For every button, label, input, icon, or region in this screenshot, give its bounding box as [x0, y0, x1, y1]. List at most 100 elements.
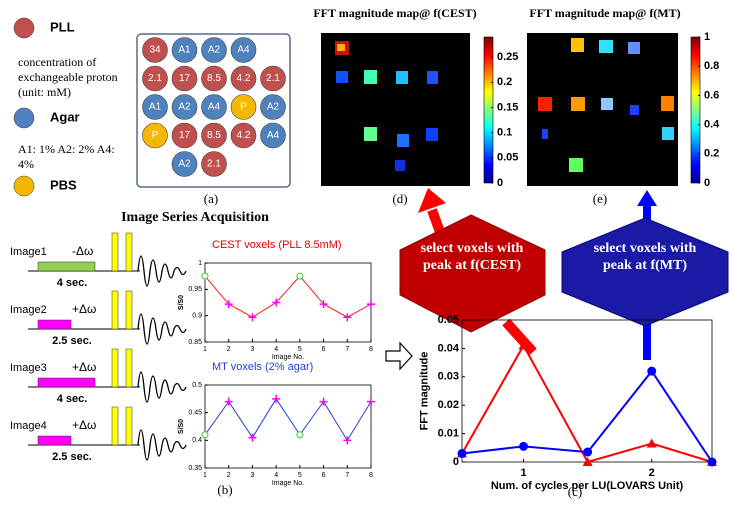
duration: 2.5 sec. — [52, 451, 92, 463]
well-label: A4 — [237, 45, 250, 56]
image-name: Image4 — [10, 420, 47, 432]
y-tick-label: 0.9 — [192, 313, 202, 320]
well-label: A2 — [178, 159, 191, 170]
plot-frame — [205, 263, 371, 342]
legend-label: Agar — [50, 109, 80, 124]
rf-pulse — [126, 407, 132, 445]
data-point — [367, 300, 375, 308]
legend-swatch — [14, 176, 34, 196]
colorbar-tick-label: 1 — [704, 31, 710, 43]
x-tick-label: 4 — [274, 346, 278, 353]
x-tick-label: 6 — [322, 472, 326, 479]
duration: 2.5 sec. — [52, 335, 92, 347]
data-point — [202, 273, 208, 279]
well-label: 2.1 — [207, 159, 221, 170]
saturation-pulse — [38, 262, 95, 271]
x-tick-label: 2 — [649, 467, 655, 479]
well-label: A2 — [208, 45, 221, 56]
x-tick-label: 3 — [250, 346, 254, 353]
x-tick-label: 7 — [345, 472, 349, 479]
legend-swatch — [14, 108, 34, 128]
data-line — [205, 399, 371, 441]
legend-swatch — [14, 18, 34, 38]
well-label: A2 — [267, 102, 280, 113]
well-label: 4.2 — [237, 130, 251, 141]
y-tick-label: 1 — [198, 260, 202, 267]
panel-label: (b) — [217, 482, 232, 497]
x-tick-label: 1 — [203, 472, 207, 479]
y-tick-label: 0.03 — [438, 371, 459, 383]
freq-offset: +Δω — [72, 360, 96, 374]
duration: 4 sec. — [57, 277, 88, 289]
colorbar-tick-label: 0.05 — [497, 152, 518, 164]
data-point — [520, 442, 528, 450]
data-point — [648, 367, 656, 375]
echo-signal — [138, 314, 186, 344]
panel-label: (a) — [204, 191, 218, 206]
colorbar-tick-label: 0.2 — [704, 148, 719, 160]
well-label: 17 — [179, 130, 191, 141]
image-name: Image2 — [10, 304, 47, 316]
section-title: Image Series Acquisition — [121, 210, 269, 225]
panel-label: (d) — [392, 191, 407, 206]
well-label: A4 — [208, 102, 221, 113]
decision-text: select voxels with peak at f(MT) — [580, 240, 710, 274]
well-label: 2.1 — [266, 73, 280, 84]
data-point — [708, 458, 716, 466]
arrow-head — [637, 190, 657, 206]
data-point — [458, 449, 466, 457]
data-point — [320, 398, 328, 406]
well-label: A1 — [149, 102, 162, 113]
well-label: 17 — [179, 73, 191, 84]
y-tick-label: 0.5 — [192, 382, 202, 389]
freq-offset: +Δω — [72, 418, 96, 432]
data-point — [202, 432, 208, 438]
colorbar-tick-label: 0 — [704, 177, 710, 189]
rf-pulse — [126, 291, 132, 329]
y-tick-label: 0.45 — [188, 410, 202, 417]
y-tick-label: 0.01 — [438, 428, 459, 440]
y-tick-label: 0.35 — [188, 465, 202, 472]
legend-label: PBS — [50, 177, 77, 192]
rf-pulse — [112, 407, 118, 445]
map-title: FFT magnitude map@ f(MT) — [529, 6, 680, 20]
duration: 4 sec. — [57, 393, 88, 405]
saturation-pulse — [38, 320, 71, 329]
rf-pulse — [112, 349, 118, 387]
y-axis-label: S/S0 — [178, 295, 185, 310]
x-tick-label: 1 — [520, 467, 526, 479]
chart-title: MT voxels (2% agar) — [212, 361, 313, 373]
well-label: 34 — [149, 45, 161, 56]
colorbar-tick-label: 0 — [497, 177, 503, 189]
panel-label: (e) — [593, 191, 607, 206]
rf-pulse — [112, 233, 118, 271]
data-line — [205, 276, 371, 317]
x-tick-label: 5 — [298, 472, 302, 479]
y-tick-label: 0 — [453, 456, 459, 468]
map-title: FFT magnitude map@ f(CEST) — [313, 6, 476, 20]
arrow-head — [418, 188, 446, 213]
data-point — [297, 432, 303, 438]
well-label: 8.5 — [207, 130, 221, 141]
echo-signal — [138, 372, 186, 402]
well-label: 2.1 — [148, 73, 162, 84]
well-label: 4.2 — [237, 73, 251, 84]
saturation-pulse — [38, 378, 95, 387]
legend-label: PLL — [50, 19, 75, 34]
image-name: Image1 — [10, 246, 47, 258]
flow-arrow — [386, 343, 412, 369]
data-point — [225, 398, 233, 406]
y-axis-label: FFT magnitude — [419, 352, 431, 431]
data-point — [248, 434, 256, 442]
x-tick-label: 8 — [369, 346, 373, 353]
y-tick-label: 0.85 — [188, 339, 202, 346]
colorbar-tick-label: 0.1 — [497, 127, 512, 139]
y-axis-label: S/S0 — [178, 419, 185, 434]
plot-frame — [462, 320, 712, 462]
x-tick-label: 4 — [274, 472, 278, 479]
flow-arrow — [432, 210, 440, 232]
data-point — [343, 436, 351, 444]
data-point — [272, 395, 280, 403]
plot-frame — [205, 385, 371, 468]
x-axis-label: Image No. — [272, 480, 304, 487]
